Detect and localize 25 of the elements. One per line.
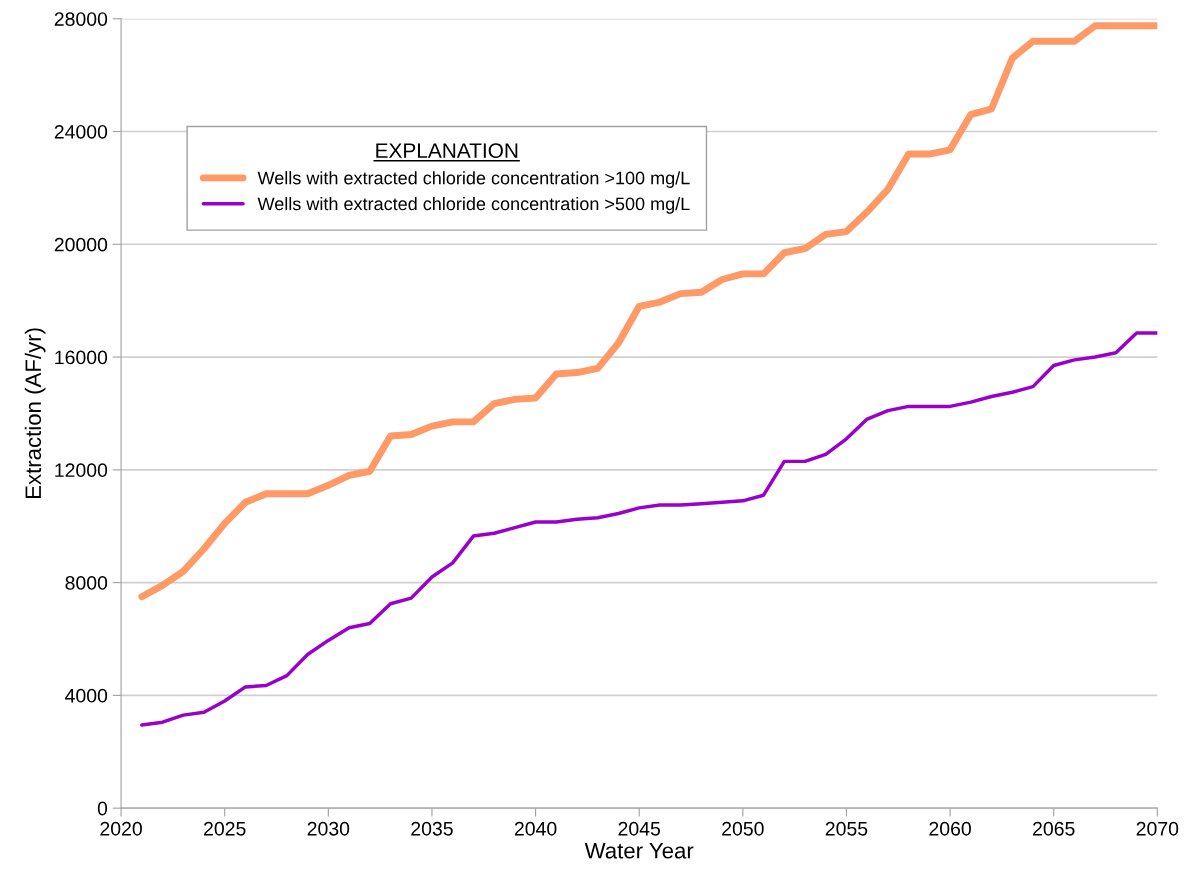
- x-tick-label: 2035: [411, 821, 453, 836]
- line-series: [140, 331, 1158, 727]
- y-tick-label: 0: [97, 801, 108, 816]
- x-tick-label: 2045: [618, 821, 661, 836]
- x-tick-label: 2020: [100, 821, 142, 836]
- x-tick-label: 2070: [1136, 821, 1179, 836]
- x-tick-label: 2025: [204, 821, 246, 836]
- x-axis-title: Water Year: [584, 843, 694, 859]
- y-tick-label: 12000: [55, 463, 108, 478]
- x-tick-label: 2030: [307, 821, 350, 836]
- y-tick-label: 4000: [65, 688, 108, 703]
- y-tick-label: 28000: [54, 12, 108, 26]
- x-tick-label: 2060: [929, 821, 971, 836]
- x-tick-label: 2050: [722, 821, 764, 836]
- y-axis-title: Extraction (AF/yr): [24, 328, 46, 499]
- y-tick-label: 16000: [55, 350, 108, 365]
- x-tick-label: 2040: [514, 821, 557, 836]
- legend-title: EXPLANATION: [376, 143, 518, 158]
- y-tick-label: 24000: [54, 124, 108, 139]
- legend-label: Wells with extracted chloride concentration >100 mg/L: [257, 171, 690, 188]
- y-tick-label: 8000: [65, 576, 108, 590]
- legend-label: Wells with extracted chloride concentration >500 mg/L: [257, 196, 690, 214]
- y-tick-label: 20000: [54, 237, 108, 252]
- x-tick-label: 2055: [825, 821, 868, 836]
- x-tick-label: 2065: [1033, 821, 1075, 836]
